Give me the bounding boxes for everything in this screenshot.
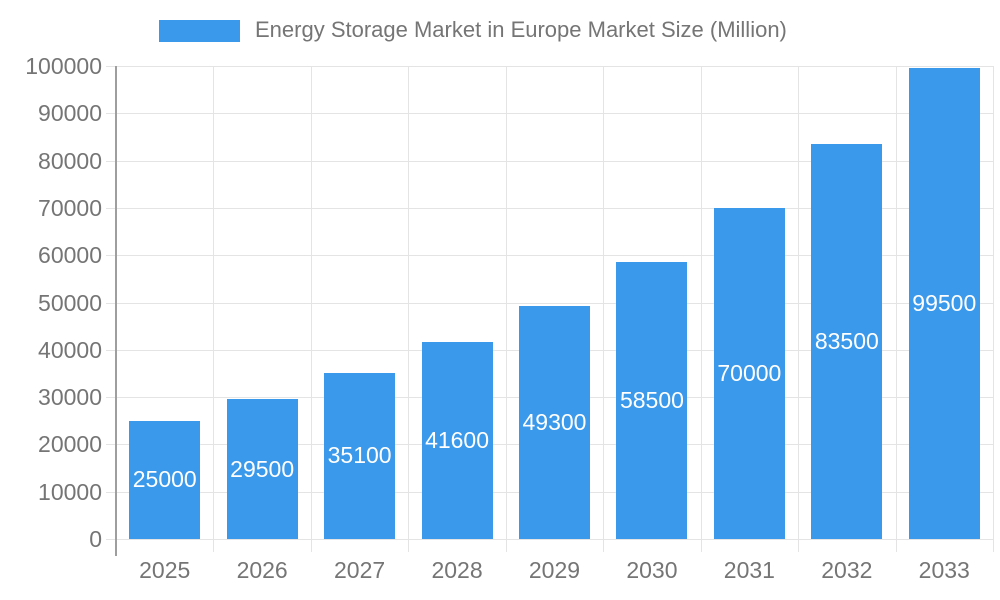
legend-swatch-icon <box>159 20 240 42</box>
bar-2025[interactable]: 25000 <box>129 420 201 539</box>
bar-value-label: 58500 <box>619 387 684 414</box>
bar-2029[interactable]: 49300 <box>519 305 590 539</box>
y-gridline <box>116 66 993 67</box>
y-axis-tick-label: 20000 <box>38 431 102 458</box>
x-gridline <box>993 66 994 539</box>
bar-2033[interactable]: 99500 <box>908 68 980 539</box>
y-axis-tick <box>106 302 116 304</box>
bar-2030[interactable]: 58500 <box>616 262 688 539</box>
y-axis-tick <box>106 539 116 540</box>
y-axis-tick <box>106 349 116 351</box>
y-gridline <box>116 207 993 209</box>
x-axis-tick <box>213 539 215 552</box>
x-axis-label-2028: 2028 <box>431 557 483 583</box>
y-axis-tick <box>106 397 116 399</box>
y-axis-tick-label: 30000 <box>38 384 102 411</box>
y-axis-tick <box>106 444 116 446</box>
y-axis-tick-label: 40000 <box>38 336 102 363</box>
y-gridline <box>116 160 993 162</box>
x-axis-label-2031: 2031 <box>723 557 775 583</box>
legend-label: Energy Storage Market in Europe Market S… <box>255 17 787 42</box>
y-axis-line <box>115 66 117 556</box>
bar-2027[interactable]: 35100 <box>324 372 396 539</box>
x-gridline <box>310 66 312 539</box>
bar-value-label: 99500 <box>912 290 977 317</box>
bar-value-label: 29500 <box>230 455 295 482</box>
x-axis-label-2025: 2025 <box>139 557 191 583</box>
x-axis-tick <box>700 539 702 552</box>
bar-value-label: 49300 <box>522 408 587 435</box>
y-axis-tick <box>106 491 116 493</box>
bar-value-label: 25000 <box>132 466 197 493</box>
x-axis-tick <box>993 539 994 552</box>
x-axis-tick <box>505 539 507 552</box>
x-axis-tick <box>603 539 605 552</box>
y-axis-tick-label: 80000 <box>38 147 102 174</box>
x-gridline <box>505 66 507 539</box>
bar-2031[interactable]: 70000 <box>713 207 785 539</box>
y-axis-tick-label: 70000 <box>38 194 102 221</box>
y-axis-tick-label: 10000 <box>38 478 102 505</box>
bar-value-label: 70000 <box>717 359 782 386</box>
y-gridline <box>116 255 993 257</box>
bar-2032[interactable]: 83500 <box>811 144 883 539</box>
y-axis-tick-label: 60000 <box>38 242 102 269</box>
x-gridline <box>798 66 800 539</box>
bar-2028[interactable]: 41600 <box>421 342 493 539</box>
bar-value-label: 83500 <box>814 328 879 354</box>
y-axis-tick <box>106 113 116 115</box>
y-axis-tick <box>106 66 116 67</box>
y-axis-tick-label: 100000 <box>25 53 102 79</box>
x-axis-label-2032: 2032 <box>821 557 873 583</box>
x-axis-label-2030: 2030 <box>626 557 678 583</box>
bar-value-label: 35100 <box>327 442 392 469</box>
bar-value-label: 41600 <box>425 427 490 454</box>
x-axis-tick <box>798 539 800 552</box>
y-axis-tick-label: 50000 <box>38 289 102 316</box>
y-gridline <box>116 302 993 304</box>
x-gridline <box>700 66 702 539</box>
y-axis-tick <box>106 255 116 257</box>
x-axis-label-2027: 2027 <box>334 557 386 583</box>
y-gridline <box>116 539 993 540</box>
y-gridline <box>116 113 993 115</box>
x-axis-label-2033: 2033 <box>918 557 970 583</box>
x-gridline <box>213 66 215 539</box>
x-axis-tick <box>310 539 312 552</box>
x-axis-tick <box>408 539 410 552</box>
y-axis-tick-label: 90000 <box>38 100 102 127</box>
x-gridline <box>408 66 410 539</box>
x-axis-label-2026: 2026 <box>236 557 288 583</box>
x-axis-label-2029: 2029 <box>528 557 581 583</box>
y-axis-tick-label: 0 <box>89 526 102 552</box>
y-axis-tick <box>106 160 116 162</box>
x-gridline <box>895 66 897 539</box>
y-axis-tick <box>106 207 116 209</box>
x-axis-tick <box>895 539 897 552</box>
x-gridline <box>603 66 605 539</box>
bar-2026[interactable]: 29500 <box>226 399 298 539</box>
